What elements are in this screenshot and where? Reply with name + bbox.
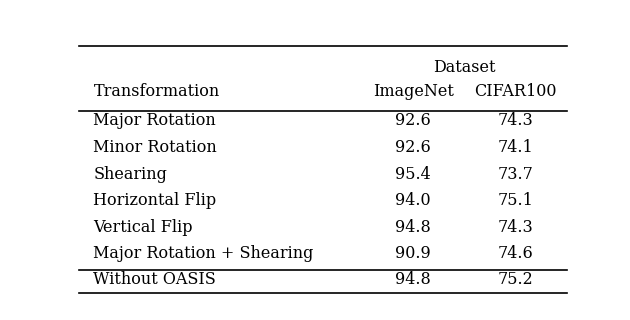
Text: 95.4: 95.4 <box>396 166 431 183</box>
Text: Minor Rotation: Minor Rotation <box>93 139 217 156</box>
Text: 74.3: 74.3 <box>498 112 534 130</box>
Text: 92.6: 92.6 <box>396 112 431 130</box>
Text: Without OASIS: Without OASIS <box>93 271 216 288</box>
Text: ImageNet: ImageNet <box>373 83 454 100</box>
Text: Major Rotation + Shearing: Major Rotation + Shearing <box>93 245 314 262</box>
Text: 90.9: 90.9 <box>396 245 431 262</box>
Text: 74.6: 74.6 <box>498 245 534 262</box>
Text: 73.7: 73.7 <box>498 166 534 183</box>
Text: 74.3: 74.3 <box>498 219 534 236</box>
Text: 75.2: 75.2 <box>498 271 534 288</box>
Text: Vertical Flip: Vertical Flip <box>93 219 193 236</box>
Text: 74.1: 74.1 <box>498 139 534 156</box>
Text: 94.8: 94.8 <box>396 271 431 288</box>
Text: Major Rotation: Major Rotation <box>93 112 216 130</box>
Text: 94.0: 94.0 <box>396 192 431 209</box>
Text: Shearing: Shearing <box>93 166 168 183</box>
Text: CIFAR100: CIFAR100 <box>474 83 557 100</box>
Text: Transformation: Transformation <box>93 83 220 100</box>
Text: 92.6: 92.6 <box>396 139 431 156</box>
Text: Dataset: Dataset <box>433 60 496 76</box>
Text: 75.1: 75.1 <box>498 192 534 209</box>
Text: Horizontal Flip: Horizontal Flip <box>93 192 217 209</box>
Text: 94.8: 94.8 <box>396 219 431 236</box>
